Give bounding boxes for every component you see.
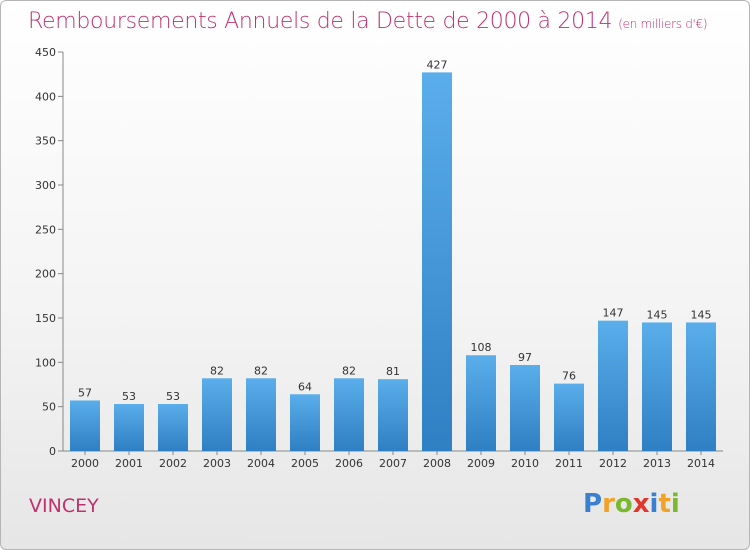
bar-value-label: 82 (342, 364, 356, 377)
proxiti-logo: Proxiti (583, 489, 680, 519)
chart-title: Remboursements Annuels de la Dette de 20… (28, 9, 708, 34)
x-tick-label: 2009 (467, 457, 495, 470)
x-tick-label: 2002 (159, 457, 187, 470)
x-tick-label: 2007 (379, 457, 407, 470)
x-tick-label: 2008 (423, 457, 451, 470)
y-tick-label: 200 (35, 268, 56, 281)
bar-value-label: 82 (210, 364, 224, 377)
x-tick-label: 2001 (115, 457, 143, 470)
bar-value-label: 145 (691, 308, 712, 321)
y-tick-label: 450 (35, 46, 56, 59)
bar-2005 (290, 394, 320, 451)
bar-2013 (642, 322, 672, 451)
x-tick-label: 2011 (555, 457, 583, 470)
y-tick-label: 350 (35, 135, 56, 148)
x-tick-label: 2000 (71, 457, 99, 470)
commune-name: VINCEY (29, 495, 99, 517)
x-tick-label: 2010 (511, 457, 539, 470)
x-tick-label: 2013 (643, 457, 671, 470)
logo-letter: i (670, 489, 680, 519)
y-tick-label: 400 (35, 90, 56, 103)
x-tick-label: 2014 (687, 457, 715, 470)
logo-letter: o (614, 489, 633, 519)
bar-value-label: 145 (647, 308, 668, 321)
bar-value-label: 97 (518, 351, 532, 364)
bar-2006 (334, 378, 364, 451)
bar-2010 (510, 364, 540, 451)
bar-value-label: 53 (122, 390, 136, 403)
logo-letter: x (632, 489, 650, 519)
bar-2011 (554, 383, 584, 451)
bar-2003 (202, 378, 232, 451)
y-tick-label: 100 (35, 356, 56, 369)
bar-value-label: 53 (166, 390, 180, 403)
bar-2014 (686, 322, 716, 451)
bar-value-label: 147 (603, 307, 624, 320)
y-tick-label: 0 (49, 445, 56, 458)
bar-2002 (158, 404, 188, 451)
y-tick-label: 50 (42, 401, 56, 414)
x-tick-label: 2004 (247, 457, 275, 470)
bar-2000 (70, 400, 100, 451)
x-tick-label: 2006 (335, 457, 363, 470)
bar-2001 (114, 404, 144, 451)
bar-value-label: 427 (427, 58, 448, 71)
x-tick-label: 2003 (203, 457, 231, 470)
bar-2004 (246, 378, 276, 451)
y-tick-label: 250 (35, 223, 56, 236)
bar-2008 (422, 72, 452, 451)
y-tick-label: 300 (35, 179, 56, 192)
bar-2007 (378, 379, 408, 451)
logo-letter: r (602, 489, 615, 519)
bar-value-label: 76 (562, 370, 576, 383)
bar-value-label: 57 (78, 386, 92, 399)
bar-2009 (466, 355, 496, 451)
chart-title-text: Remboursements Annuels de la Dette de 20… (28, 9, 613, 34)
logo-letter: P (583, 489, 603, 519)
x-tick-label: 2005 (291, 457, 319, 470)
bar-2012 (598, 320, 628, 451)
x-tick-label: 2012 (599, 457, 627, 470)
bar-value-label: 64 (298, 380, 312, 393)
bar-value-label: 81 (386, 365, 400, 378)
bar-value-label: 108 (471, 341, 492, 354)
y-tick-label: 150 (35, 312, 56, 325)
chart-subtitle: (en milliers d'€) (618, 17, 708, 31)
logo-letter: t (658, 489, 671, 519)
bar-value-label: 82 (254, 364, 268, 377)
logo-letter: i (649, 489, 659, 519)
